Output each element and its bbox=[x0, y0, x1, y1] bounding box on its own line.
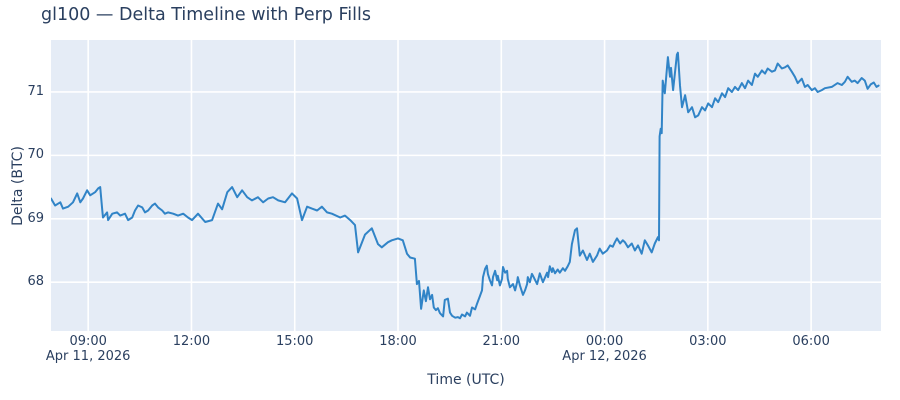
x-tick-label: 21:00 bbox=[482, 334, 521, 349]
x-tick-label: 06:00 bbox=[792, 334, 830, 349]
chart-title: gl100 — Delta Timeline with Perp Fills bbox=[41, 5, 371, 25]
y-tick-label: 69 bbox=[27, 210, 44, 226]
x-tick-label: 09:00 bbox=[69, 334, 107, 349]
y-tick-label: 70 bbox=[27, 147, 44, 163]
gridlines bbox=[51, 40, 881, 331]
y-tick-label: 68 bbox=[27, 274, 44, 290]
x-tick-label: 12:00 bbox=[172, 334, 211, 349]
x-axis-title: Time (UTC) bbox=[427, 372, 505, 388]
x-date-label: Apr 12, 2026 bbox=[562, 349, 647, 364]
x-tick-label: 00:00 bbox=[585, 334, 624, 349]
y-tick-label: 71 bbox=[27, 83, 44, 99]
x-tick-label: 03:00 bbox=[689, 334, 727, 349]
plot-background bbox=[51, 40, 881, 331]
delta-series-line[interactable] bbox=[51, 51, 880, 320]
x-date-label: Apr 11, 2026 bbox=[45, 349, 131, 364]
x-tick-label: 15:00 bbox=[275, 334, 314, 349]
y-axis-title: Delta (BTC) bbox=[10, 146, 26, 226]
x-tick-label: 18:00 bbox=[379, 334, 417, 349]
